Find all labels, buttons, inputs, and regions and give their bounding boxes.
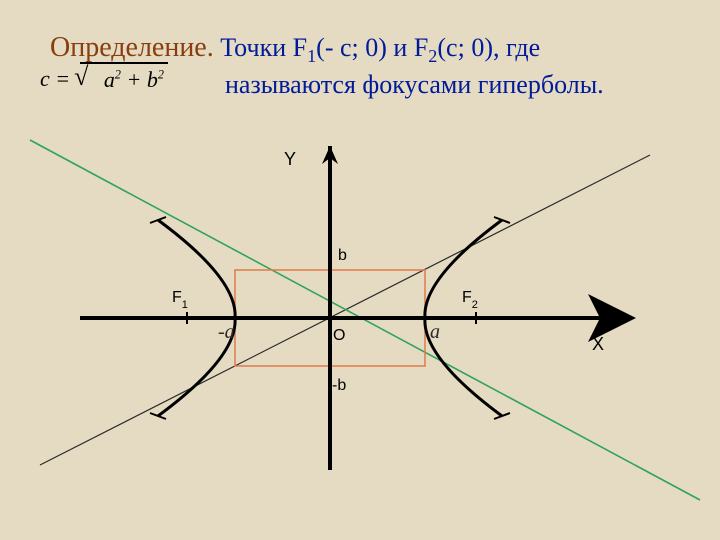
label-f2: F2 [462,289,478,311]
label-x: X [592,334,604,354]
label-neg-a: -a [218,321,235,343]
label-b: b [338,247,347,264]
slide-content: Определение. Точки F1(- c; 0) и F2(c; 0)… [0,0,720,540]
branch-tick [150,413,166,419]
branch-tick [494,413,510,419]
label-a: a [430,321,440,343]
hyperbola-diagram: Y X О b -b a -a F1 F2 [0,0,720,540]
label-origin: О [333,327,345,344]
branch-tick [150,217,166,223]
label-y: Y [284,149,296,169]
branch-tick [494,217,510,223]
label-f1: F1 [172,289,188,311]
label-neg-b: -b [332,377,346,394]
